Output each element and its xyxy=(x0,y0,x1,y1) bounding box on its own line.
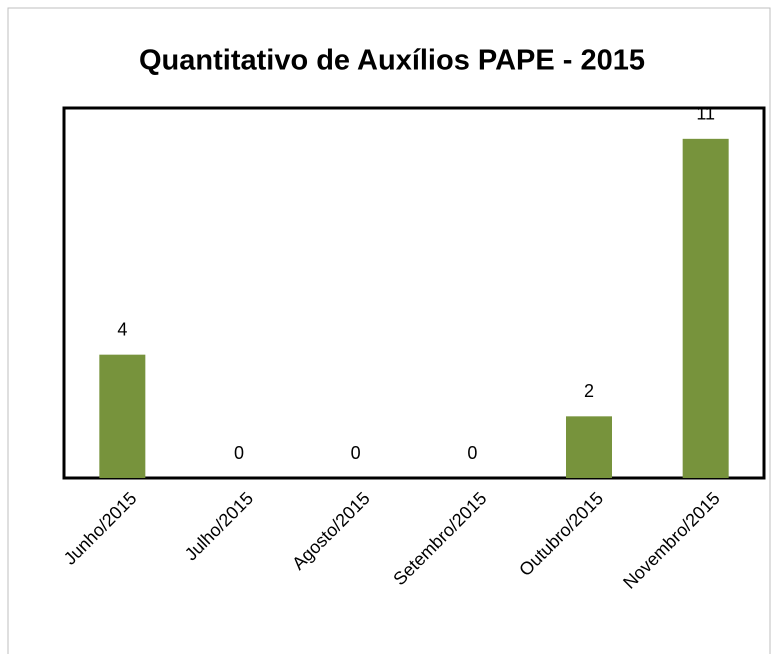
data-label: 0 xyxy=(351,443,361,463)
bar xyxy=(682,138,729,479)
data-label: 11 xyxy=(696,104,715,124)
data-label: 0 xyxy=(234,443,244,463)
data-label: 4 xyxy=(117,319,127,339)
bar xyxy=(99,354,146,478)
data-label: 2 xyxy=(584,381,594,401)
plot-area xyxy=(62,106,766,480)
bar xyxy=(566,416,612,478)
chart-title: Quantitativo de Auxílios PAPE - 2015 xyxy=(139,45,645,77)
chart-frame xyxy=(7,7,771,654)
data-label: 0 xyxy=(467,443,477,463)
